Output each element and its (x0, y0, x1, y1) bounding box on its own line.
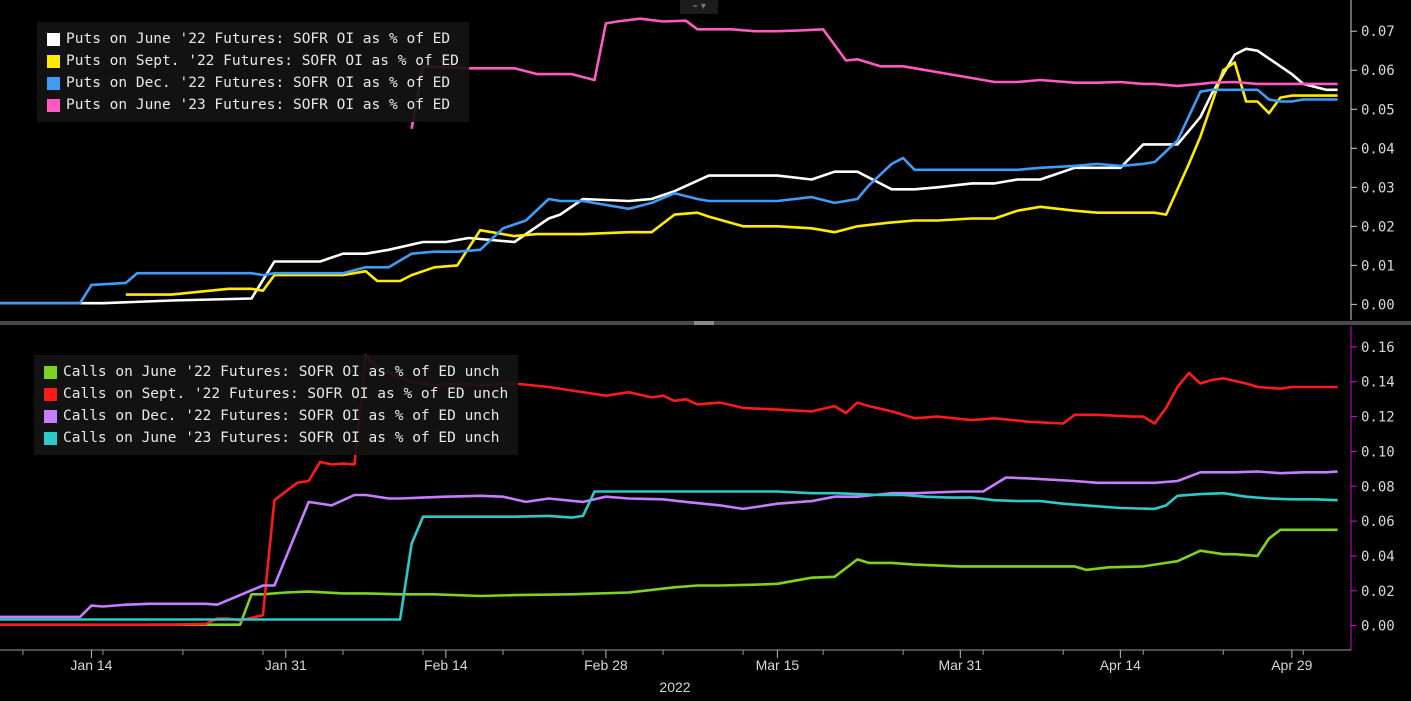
legend-swatch-green (44, 365, 57, 379)
series-line-1-0 (148, 528, 1338, 627)
y-tick-label: 0.12 (1361, 410, 1395, 426)
series-line-0-2 (0, 88, 1338, 305)
x-axis: Jan 14 Jan 31 Feb 14 Feb 28 Mar 15 Mar 31 Apr … (0, 649, 1351, 695)
top-y-axis: 0.07 0.06 0.05 0.04 0.03 0.02 0.01 0.00 (1350, 0, 1395, 320)
y-tick-label: 0.10 (1361, 444, 1395, 460)
y-tick-label: 0.04 (1361, 549, 1395, 565)
legend-item: Puts on Sept. '22 Futures: SOFR OI as % … (47, 50, 459, 72)
legend-swatch-purple (44, 409, 57, 423)
x-tick-label: Jan 14 (70, 657, 112, 673)
legend-swatch-cyan (44, 431, 57, 445)
legend-label: Puts on June '23 Futures: SOFR OI as % o… (66, 97, 451, 113)
legend-swatch-red (44, 387, 57, 401)
y-tick-label: 0.01 (1361, 258, 1395, 274)
x-tick-label: Feb 28 (584, 657, 628, 673)
legend-label: Calls on June '23 Futures: SOFR OI as % … (63, 430, 500, 446)
legend-label: Calls on Dec. '22 Futures: SOFR OI as % … (63, 408, 500, 424)
legend-label: Puts on Dec. '22 Futures: SOFR OI as % o… (66, 75, 451, 91)
y-tick-label: 0.06 (1361, 63, 1395, 79)
top-legend: Puts on June '22 Futures: SOFR OI as % o… (37, 22, 469, 122)
x-tick-label: Apr 14 (1100, 657, 1141, 673)
series-line-0-0 (0, 47, 1338, 305)
panel-divider-grip[interactable] (694, 321, 714, 325)
legend-swatch-pink (47, 98, 60, 112)
y-tick-label: 0.02 (1361, 219, 1395, 235)
y-tick-label: 0.02 (1361, 584, 1395, 600)
x-tick-label: Mar 15 (756, 657, 800, 673)
series-line-0-3 (410, 17, 1338, 130)
x-tick-label: Apr 29 (1271, 657, 1312, 673)
legend-item: Puts on June '22 Futures: SOFR OI as % o… (47, 28, 459, 50)
y-tick-label: 0.05 (1361, 102, 1395, 118)
y-tick-label: 0.00 (1361, 297, 1395, 313)
legend-item: Puts on Dec. '22 Futures: SOFR OI as % o… (47, 72, 459, 94)
x-tick-label: Mar 31 (939, 657, 983, 673)
series-line-1-1 (0, 354, 1338, 627)
legend-item: Calls on Dec. '22 Futures: SOFR OI as % … (44, 405, 508, 427)
legend-label: Puts on Sept. '22 Futures: SOFR OI as % … (66, 53, 459, 69)
y-tick-label: 0.07 (1361, 24, 1395, 40)
legend-label: Calls on June '22 Futures: SOFR OI as % … (63, 364, 500, 380)
y-tick-label: 0.06 (1361, 514, 1395, 530)
y-tick-label: 0.16 (1361, 340, 1395, 356)
x-tick-label: Jan 31 (265, 657, 307, 673)
series-line-0-1 (125, 61, 1338, 296)
bottom-plot-area (0, 354, 1338, 627)
chart-menu-icon[interactable]: ⌁ ▾ (680, 0, 718, 14)
series-line-1-3 (0, 490, 1338, 621)
y-tick-label: 0.00 (1361, 619, 1395, 635)
top-plot-area (0, 17, 1338, 305)
legend-swatch-yellow (47, 54, 60, 68)
legend-swatch-white (47, 32, 60, 46)
x-tick-label: Feb 14 (424, 657, 468, 673)
legend-item: Calls on June '23 Futures: SOFR OI as % … (44, 427, 508, 449)
series-line-1-2 (0, 470, 1338, 619)
legend-label: Puts on June '22 Futures: SOFR OI as % o… (66, 31, 451, 47)
legend-item: Puts on June '23 Futures: SOFR OI as % o… (47, 94, 459, 116)
legend-item: Calls on Sept. '22 Futures: SOFR OI as %… (44, 383, 508, 405)
bottom-legend: Calls on June '22 Futures: SOFR OI as % … (34, 355, 519, 455)
y-tick-label: 0.03 (1361, 180, 1395, 196)
y-tick-label: 0.08 (1361, 479, 1395, 495)
legend-label: Calls on Sept. '22 Futures: SOFR OI as %… (63, 386, 509, 402)
x-year-label: 2022 (659, 679, 690, 695)
y-tick-label: 0.14 (1361, 375, 1395, 391)
y-tick-label: 0.04 (1361, 141, 1395, 157)
legend-item: Calls on June '22 Futures: SOFR OI as % … (44, 361, 508, 383)
legend-swatch-blue (47, 76, 60, 90)
bottom-y-axis: 0.16 0.14 0.12 0.10 0.08 0.06 0.04 0.02 0.00 (1350, 326, 1395, 650)
